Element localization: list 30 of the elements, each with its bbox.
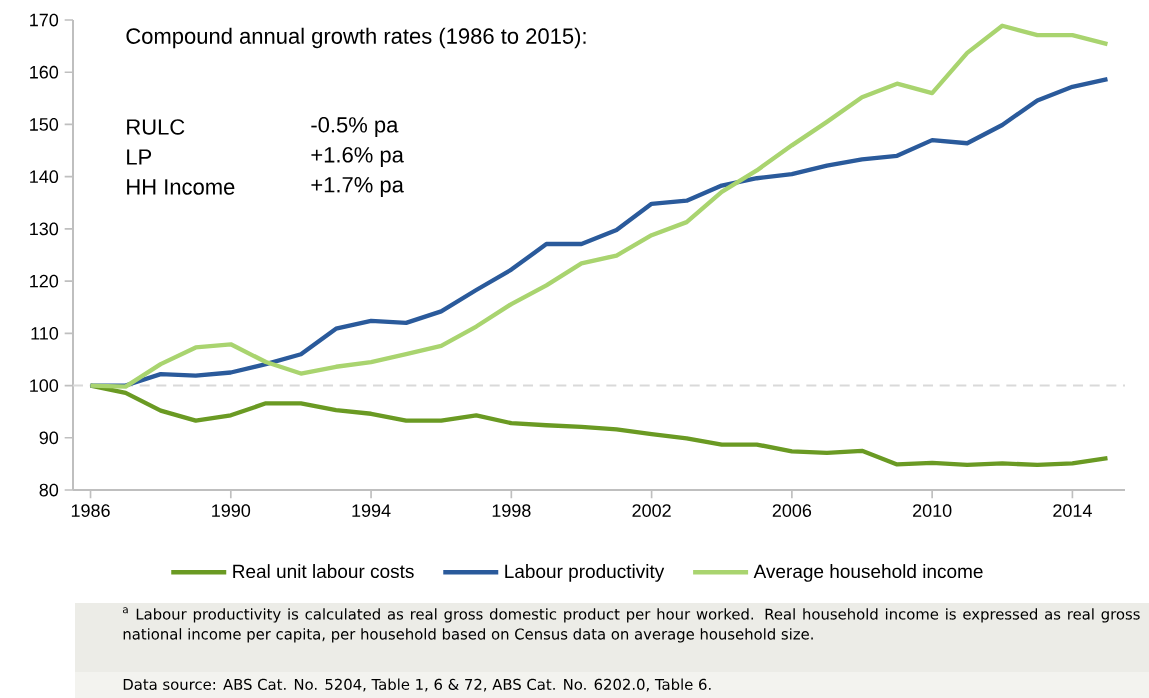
annotation: -0.5% pa: [311, 117, 399, 137]
y-tick-label: 80: [39, 483, 59, 497]
x-tick-label: 1986: [71, 504, 110, 517]
annotation: RULC: [127, 119, 185, 135]
legend-label: Labour productivity: [505, 564, 665, 582]
y-tick-label: 150: [30, 118, 59, 131]
y-tick-label: 160: [30, 65, 59, 79]
legend-label: Average household income: [753, 564, 983, 582]
annotation: +1.6% pa: [311, 147, 404, 167]
x-tick-label: 1994: [352, 504, 391, 517]
x-tick-label: 2006: [772, 504, 812, 517]
y-tick-label: 110: [31, 326, 59, 340]
annotation: LP: [127, 149, 152, 165]
annotation: Compound annual growth rates (1986 to 2015):: [126, 27, 586, 49]
y-tick-label: 100: [30, 379, 59, 392]
x-tick-label: 1990: [212, 504, 251, 517]
x-tick-label: 2010: [913, 504, 952, 517]
annotation: +1.7% pa: [311, 177, 404, 197]
annotation: HH Income: [127, 179, 235, 195]
y-tick-label: 90: [39, 431, 59, 445]
source-note: Data source: ABS Cat. No. 5204, Table 1, 6 & 72, ABS Cat. No. 6202.0, Table 6.: [123, 678, 711, 692]
x-tick-label: 1998: [492, 504, 531, 517]
x-tick-label: 2002: [632, 504, 671, 517]
y-tick-label: 120: [30, 274, 59, 288]
legend-label: Real unit labour costs: [233, 564, 414, 579]
x-tick-label: 2014: [1053, 504, 1092, 517]
y-tick-label: 130: [30, 222, 59, 236]
text: $^{a}$ Labour productivity is calculated as real gross domestic product per hour worked. Real household income is expressed as real gross national income per capita, per household based on Census data on average household size.: [122, 607, 1140, 643]
y-tick-label: 170: [30, 13, 59, 27]
y-tick-label: 140: [30, 170, 59, 184]
